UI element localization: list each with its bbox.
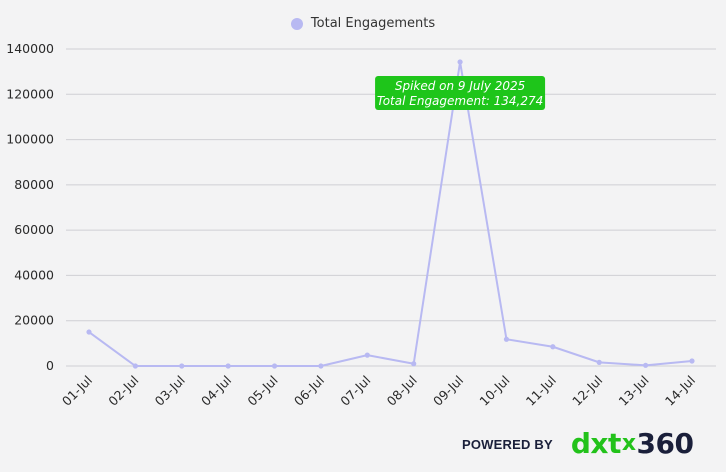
footer: POWERED BY dxt x 360: [462, 430, 694, 458]
brand-part2: 360: [636, 427, 694, 460]
data-point[interactable]: [86, 329, 92, 335]
x-tick-label: 05-Jul: [244, 373, 280, 409]
powered-by-label: POWERED BY: [462, 436, 553, 452]
data-point[interactable]: [411, 361, 417, 367]
y-tick-label: 20000: [14, 313, 54, 328]
x-tick-label: 13-Jul: [616, 373, 652, 409]
y-tick-label: 80000: [14, 177, 54, 192]
y-tick-label: 120000: [6, 86, 54, 101]
x-tick-label: 10-Jul: [476, 373, 512, 409]
data-point[interactable]: [596, 359, 602, 365]
x-tick-label: 04-Jul: [198, 373, 234, 409]
y-tick-label: 0: [46, 358, 54, 373]
chart-legend[interactable]: Total Engagements: [0, 16, 726, 31]
brand-part1: dxt: [570, 427, 622, 460]
data-point[interactable]: [503, 336, 510, 342]
data-point[interactable]: [271, 363, 278, 369]
x-tick-label: 03-Jul: [152, 373, 188, 409]
y-tick-label: 60000: [14, 222, 54, 237]
data-point[interactable]: [689, 358, 695, 364]
y-tick-label: 140000: [6, 41, 54, 56]
x-tick-label: 08-Jul: [384, 373, 420, 409]
data-point[interactable]: [225, 363, 231, 369]
x-tick-label: 07-Jul: [337, 373, 373, 409]
series-line: [88, 60, 693, 367]
dxt360-logo[interactable]: dxt x 360: [571, 430, 694, 458]
data-point[interactable]: [457, 59, 463, 65]
x-tick-label: 11-Jul: [523, 373, 559, 409]
y-axis-ticks: 0 20000 40000 60000 80000 100000 120000 140000: [6, 41, 54, 373]
x-tick-label: 09-Jul: [430, 373, 466, 409]
brand-sep: x: [621, 431, 636, 456]
x-tick-label: 02-Jul: [105, 373, 141, 409]
data-point[interactable]: [364, 352, 370, 358]
data-point[interactable]: [318, 363, 324, 369]
series-total-engagements: [86, 59, 695, 369]
data-point[interactable]: [179, 363, 185, 369]
annotation-line1: Spiked on 9 July 2025: [395, 79, 525, 93]
x-tick-label: 14-Jul: [662, 373, 698, 409]
annotation-line2: Total Engagement: 134,274: [377, 94, 543, 108]
annotation-box: [375, 76, 546, 110]
x-axis-ticks: 01-Jul 02-Jul 03-Jul 04-Jul 05-Jul 06-Jul 07-J…: [59, 373, 698, 409]
data-point[interactable]: [643, 362, 649, 368]
legend-label: Total Engagements: [310, 16, 436, 31]
x-tick-label: 01-Jul: [59, 373, 95, 409]
data-point[interactable]: [550, 344, 556, 350]
legend-swatch: [290, 17, 303, 30]
y-tick-label: 40000: [14, 267, 54, 282]
y-tick-label: 100000: [6, 132, 54, 147]
x-tick-label: 12-Jul: [569, 373, 605, 409]
data-point[interactable]: [132, 363, 138, 369]
x-tick-label: 06-Jul: [291, 373, 327, 409]
